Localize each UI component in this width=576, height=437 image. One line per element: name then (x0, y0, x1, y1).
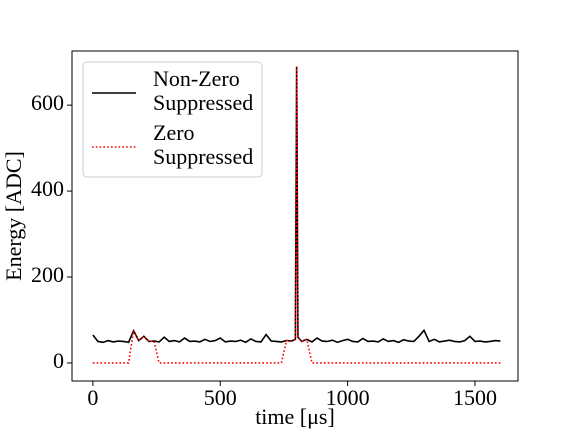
y-tick-label: 400 (31, 176, 64, 201)
y-tick-label: 200 (31, 262, 64, 287)
y-tick-label: 0 (53, 348, 64, 373)
legend-label: Non-Zero Suppressed (153, 66, 253, 115)
x-tick-label: 0 (87, 385, 98, 410)
series-line (92, 66, 501, 364)
legend-label-line: Non-Zero (153, 66, 240, 91)
legend-label-line: Suppressed (153, 90, 253, 115)
legend-box (82, 61, 263, 178)
legend-label-line: Zero (153, 120, 195, 145)
plot-frame (71, 50, 519, 382)
x-tick-label: 1500 (453, 385, 497, 410)
legend-label-line: Suppressed (153, 144, 253, 169)
x-tick-label: 1000 (326, 385, 370, 410)
x-tick-label: 500 (204, 385, 237, 410)
legend-label: Zero Suppressed (153, 120, 253, 169)
y-axis-label: Energy [ADC] (1, 151, 26, 281)
y-tick-label: 600 (31, 90, 64, 115)
x-axis-label: time [μs] (255, 404, 335, 429)
